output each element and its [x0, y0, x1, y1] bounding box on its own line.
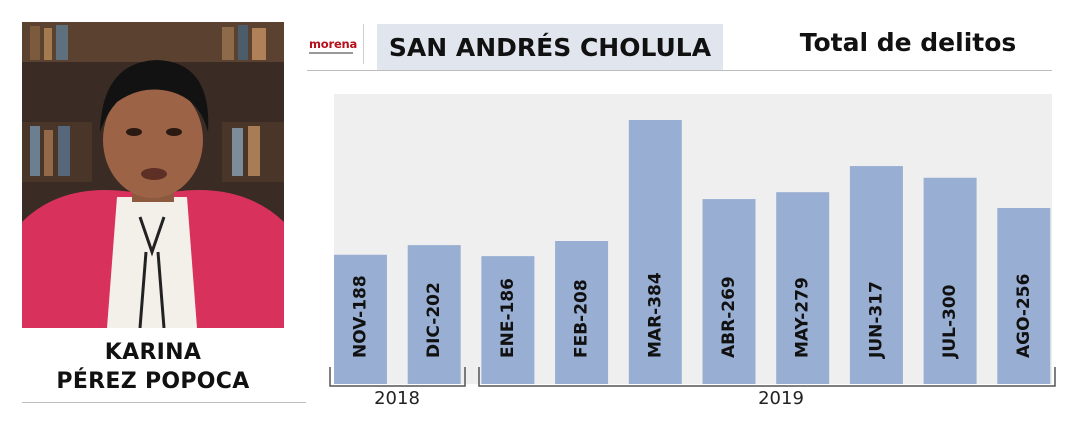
- party-logo: morena: [307, 24, 364, 64]
- bar-jun: [849, 166, 903, 384]
- bar-label-jun: JUN-317: [866, 281, 886, 359]
- bar-ago: [997, 208, 1051, 384]
- person-name-line2: PÉREZ POPOCA: [56, 369, 250, 394]
- person-name-line1: KARINA: [104, 340, 202, 365]
- party-logo-text: morena: [309, 37, 358, 51]
- person-photo: [22, 22, 284, 328]
- chart-title: Total de delitos: [799, 28, 1017, 57]
- person-name: KARINA PÉREZ POPOCA: [22, 338, 284, 396]
- year-label-2019: 2019: [758, 388, 804, 409]
- bar-label-dic: DIC-202: [424, 282, 444, 358]
- bar-may: [776, 192, 830, 384]
- year-bracket-2018: [329, 367, 466, 387]
- bar-ene: [481, 256, 535, 384]
- header-divider: [307, 70, 1052, 71]
- bar-label-jul: JUL-300: [940, 284, 960, 359]
- bar-label-feb: FEB-208: [572, 279, 592, 358]
- bar-dic: [407, 245, 461, 384]
- bar-label-nov: NOV-188: [351, 275, 371, 358]
- bar-mar: [628, 120, 682, 384]
- bar-feb: [555, 241, 609, 384]
- year-label-2018: 2018: [374, 388, 420, 409]
- party-logo-underline: [309, 52, 353, 54]
- bar-label-mar: MAR-384: [645, 272, 665, 358]
- year-bracket-2019: [478, 367, 1056, 387]
- bar-jul: [923, 177, 977, 384]
- bar-abr: [702, 199, 756, 384]
- municipality-header: SAN ANDRÉS CHOLULA: [377, 24, 723, 70]
- bar-label-ene: ENE-186: [498, 278, 518, 358]
- bar-label-abr: ABR-269: [719, 276, 739, 358]
- bar-label-may: MAY-279: [793, 277, 813, 358]
- bar-nov: [334, 254, 387, 384]
- bar-label-ago: AGO-256: [1014, 274, 1034, 358]
- photo-panel: KARINA PÉREZ POPOCA: [22, 22, 306, 403]
